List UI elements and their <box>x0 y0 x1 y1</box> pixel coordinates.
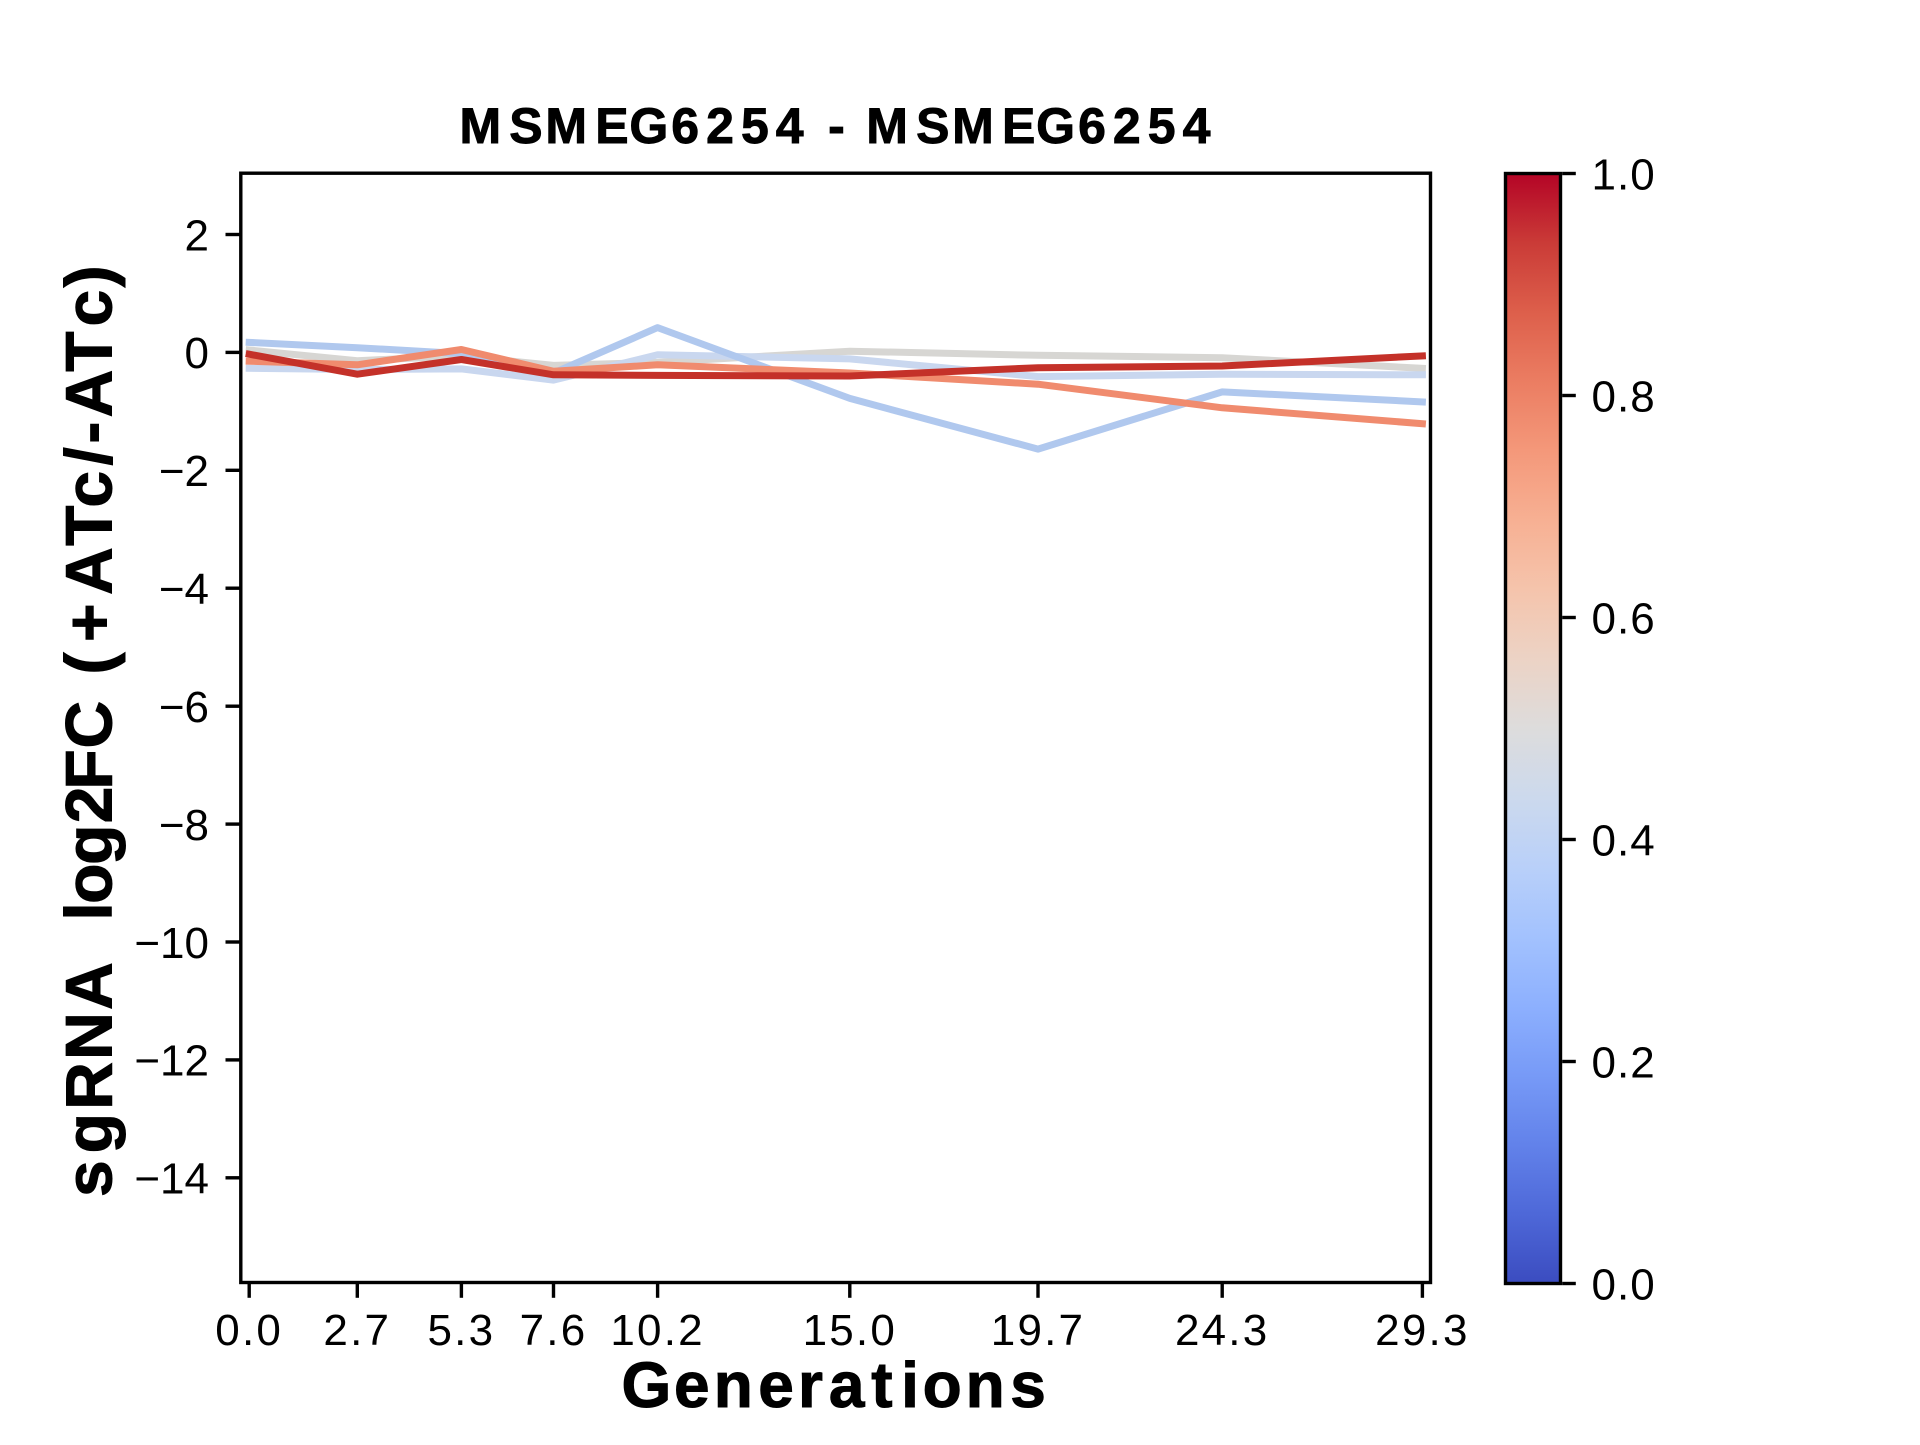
svg-text:−2: −2 <box>159 447 209 496</box>
svg-text:−10: −10 <box>134 919 209 968</box>
svg-text:0.4: 0.4 <box>1592 816 1656 865</box>
svg-text:−4: −4 <box>159 565 209 614</box>
svg-text:0.0: 0.0 <box>215 1306 283 1355</box>
svg-text:19.7: 19.7 <box>991 1306 1085 1355</box>
svg-text:−12: −12 <box>134 1037 209 1086</box>
svg-text:sgRNA log2FC (+ATc/-ATc): sgRNA log2FC (+ATc/-ATc) <box>52 265 126 1197</box>
svg-text:5.3: 5.3 <box>428 1306 496 1355</box>
svg-text:1.0: 1.0 <box>1592 150 1656 199</box>
svg-text:MSMEG6254 - MSMEG6254: MSMEG6254 - MSMEG6254 <box>460 98 1211 154</box>
svg-text:−6: −6 <box>159 683 209 732</box>
svg-text:0.6: 0.6 <box>1592 594 1656 643</box>
svg-text:0.8: 0.8 <box>1592 372 1656 421</box>
svg-text:−14: −14 <box>134 1155 209 1204</box>
svg-text:2.7: 2.7 <box>323 1306 391 1355</box>
svg-text:10.2: 10.2 <box>610 1306 704 1355</box>
svg-text:0: 0 <box>185 329 209 378</box>
svg-text:0.2: 0.2 <box>1592 1038 1656 1087</box>
svg-text:29.3: 29.3 <box>1375 1306 1469 1355</box>
svg-text:2: 2 <box>185 211 209 260</box>
svg-text:7.6: 7.6 <box>520 1306 588 1355</box>
svg-text:−8: −8 <box>159 801 209 850</box>
svg-text:15.0: 15.0 <box>803 1306 897 1355</box>
svg-text:0.0: 0.0 <box>1592 1260 1656 1309</box>
svg-text:24.3: 24.3 <box>1175 1306 1269 1355</box>
svg-text:Generations: Generations <box>622 1349 1046 1421</box>
